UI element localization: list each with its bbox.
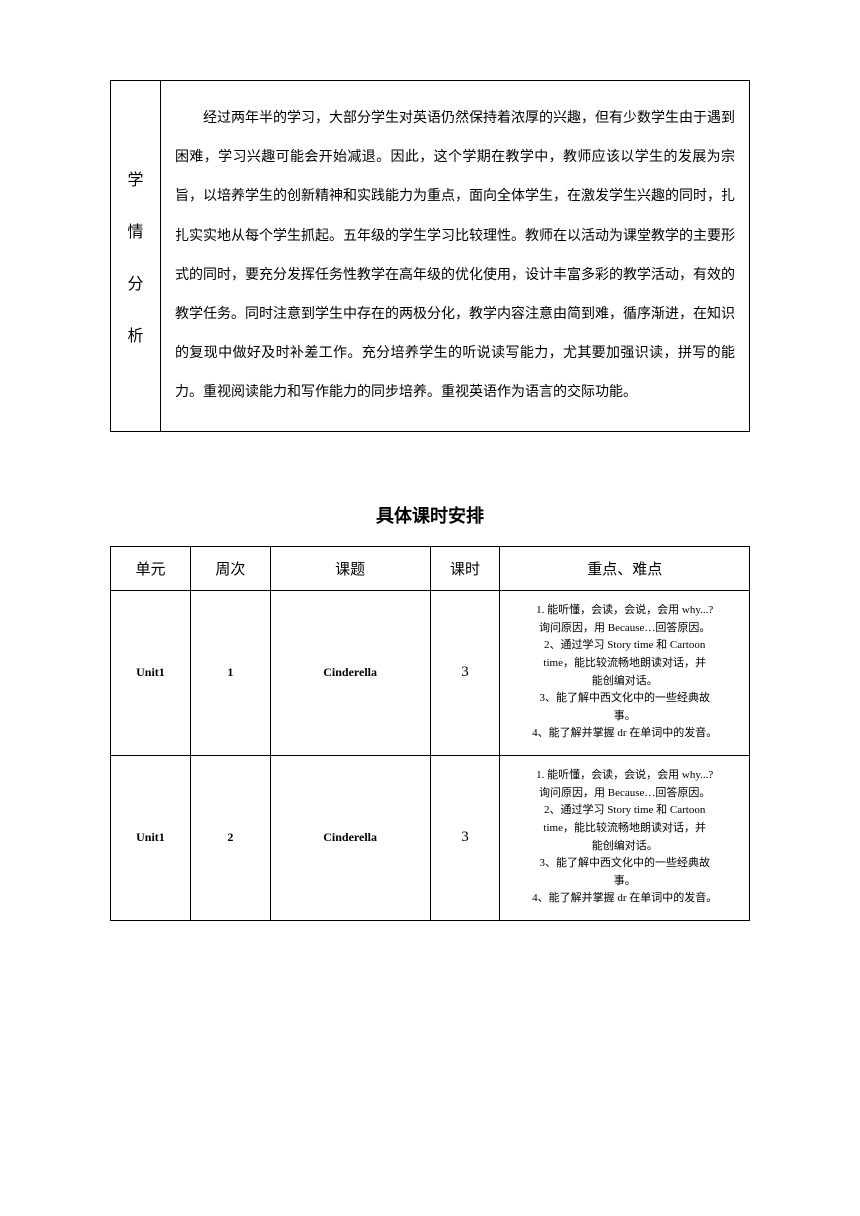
label-char: 情 [127,218,143,242]
table-body: Unit1 1 Cinderella 3 1. 能听懂，会读，会说，会用 why… [111,590,750,920]
table-header-row: 单元 周次 课题 课时 重点、难点 [111,546,750,590]
point-line: 4、能了解并掌握 dr 在单词中的发音。 [504,725,745,743]
point-line: time，能比较流畅地朗读对话，并 [504,820,745,838]
cell-hours: 3 [430,590,500,755]
analysis-section: 学 情 分 析 经过两年半的学习，大部分学生对英语仍然保持着浓厚的兴趣，但有少数… [110,80,750,432]
cell-unit: Unit1 [111,755,191,920]
point-line: 能创编对话。 [504,838,745,856]
point-line: time，能比较流畅地朗读对话，并 [504,655,745,673]
point-line: 2、通过学习 Story time 和 Cartoon [504,802,745,820]
label-char: 分 [127,270,143,294]
point-line: 询问原因，用 Because…回答原因。 [504,785,745,803]
header-topic: 课题 [270,546,430,590]
point-line: 事。 [504,873,745,891]
point-line: 询问原因，用 Because…回答原因。 [504,620,745,638]
point-line: 3、能了解中西文化中的一些经典故 [504,690,745,708]
table-row: Unit1 2 Cinderella 3 1. 能听懂，会读，会说，会用 why… [111,755,750,920]
cell-hours: 3 [430,755,500,920]
table-row: Unit1 1 Cinderella 3 1. 能听懂，会读，会说，会用 why… [111,590,750,755]
cell-week: 2 [190,755,270,920]
label-char: 析 [127,322,143,346]
header-points: 重点、难点 [500,546,750,590]
analysis-paragraph: 经过两年半的学习，大部分学生对英语仍然保持着浓厚的兴趣，但有少数学生由于遇到困难… [175,99,735,413]
point-line: 3、能了解中西文化中的一些经典故 [504,855,745,873]
schedule-title: 具体课时安排 [110,502,750,528]
point-line: 1. 能听懂，会读，会说，会用 why...? [504,767,745,785]
point-line: 能创编对话。 [504,673,745,691]
cell-unit: Unit1 [111,590,191,755]
cell-topic: Cinderella [270,590,430,755]
cell-points: 1. 能听懂，会读，会说，会用 why...? 询问原因，用 Because…回… [500,590,750,755]
header-week: 周次 [190,546,270,590]
cell-points: 1. 能听懂，会读，会说，会用 why...? 询问原因，用 Because…回… [500,755,750,920]
schedule-table: 单元 周次 课题 课时 重点、难点 Unit1 1 Cinderella 3 1… [110,546,750,921]
point-line: 事。 [504,708,745,726]
cell-week: 1 [190,590,270,755]
header-hours: 课时 [430,546,500,590]
analysis-content: 经过两年半的学习，大部分学生对英语仍然保持着浓厚的兴趣，但有少数学生由于遇到困难… [161,81,749,431]
point-line: 2、通过学习 Story time 和 Cartoon [504,637,745,655]
point-line: 1. 能听懂，会读，会说，会用 why...? [504,602,745,620]
analysis-label: 学 情 分 析 [111,81,161,431]
label-char: 学 [127,166,143,190]
point-line: 4、能了解并掌握 dr 在单词中的发音。 [504,890,745,908]
cell-topic: Cinderella [270,755,430,920]
header-unit: 单元 [111,546,191,590]
